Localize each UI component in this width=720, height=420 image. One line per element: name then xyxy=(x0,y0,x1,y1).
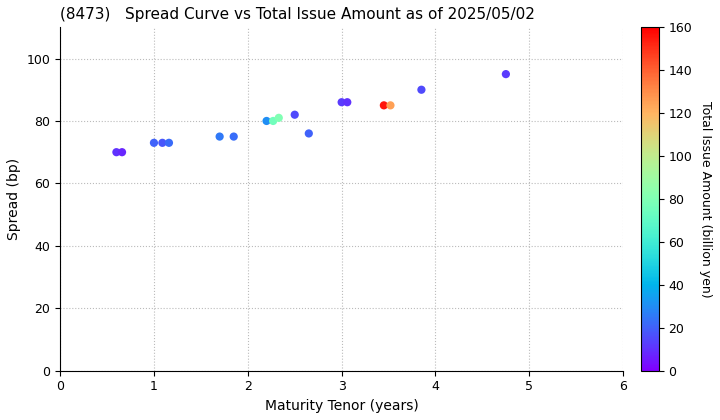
Point xyxy=(303,130,315,137)
Point xyxy=(148,139,160,146)
Point xyxy=(261,118,272,124)
Y-axis label: Total Issue Amount (billion yen): Total Issue Amount (billion yen) xyxy=(698,101,711,297)
Point xyxy=(214,133,225,140)
Point xyxy=(378,102,390,109)
Point xyxy=(500,71,512,77)
Point xyxy=(341,99,353,105)
Point xyxy=(116,149,127,155)
Point xyxy=(336,99,348,105)
Point xyxy=(267,118,279,124)
Text: (8473)   Spread Curve vs Total Issue Amount as of 2025/05/02: (8473) Spread Curve vs Total Issue Amoun… xyxy=(60,7,535,22)
Point xyxy=(273,115,284,121)
X-axis label: Maturity Tenor (years): Maturity Tenor (years) xyxy=(265,399,418,413)
Point xyxy=(228,133,240,140)
Y-axis label: Spread (bp): Spread (bp) xyxy=(7,158,21,240)
Point xyxy=(384,102,396,109)
Point xyxy=(163,139,175,146)
Point xyxy=(415,87,427,93)
Point xyxy=(289,111,300,118)
Point xyxy=(111,149,122,155)
Point xyxy=(157,139,168,146)
